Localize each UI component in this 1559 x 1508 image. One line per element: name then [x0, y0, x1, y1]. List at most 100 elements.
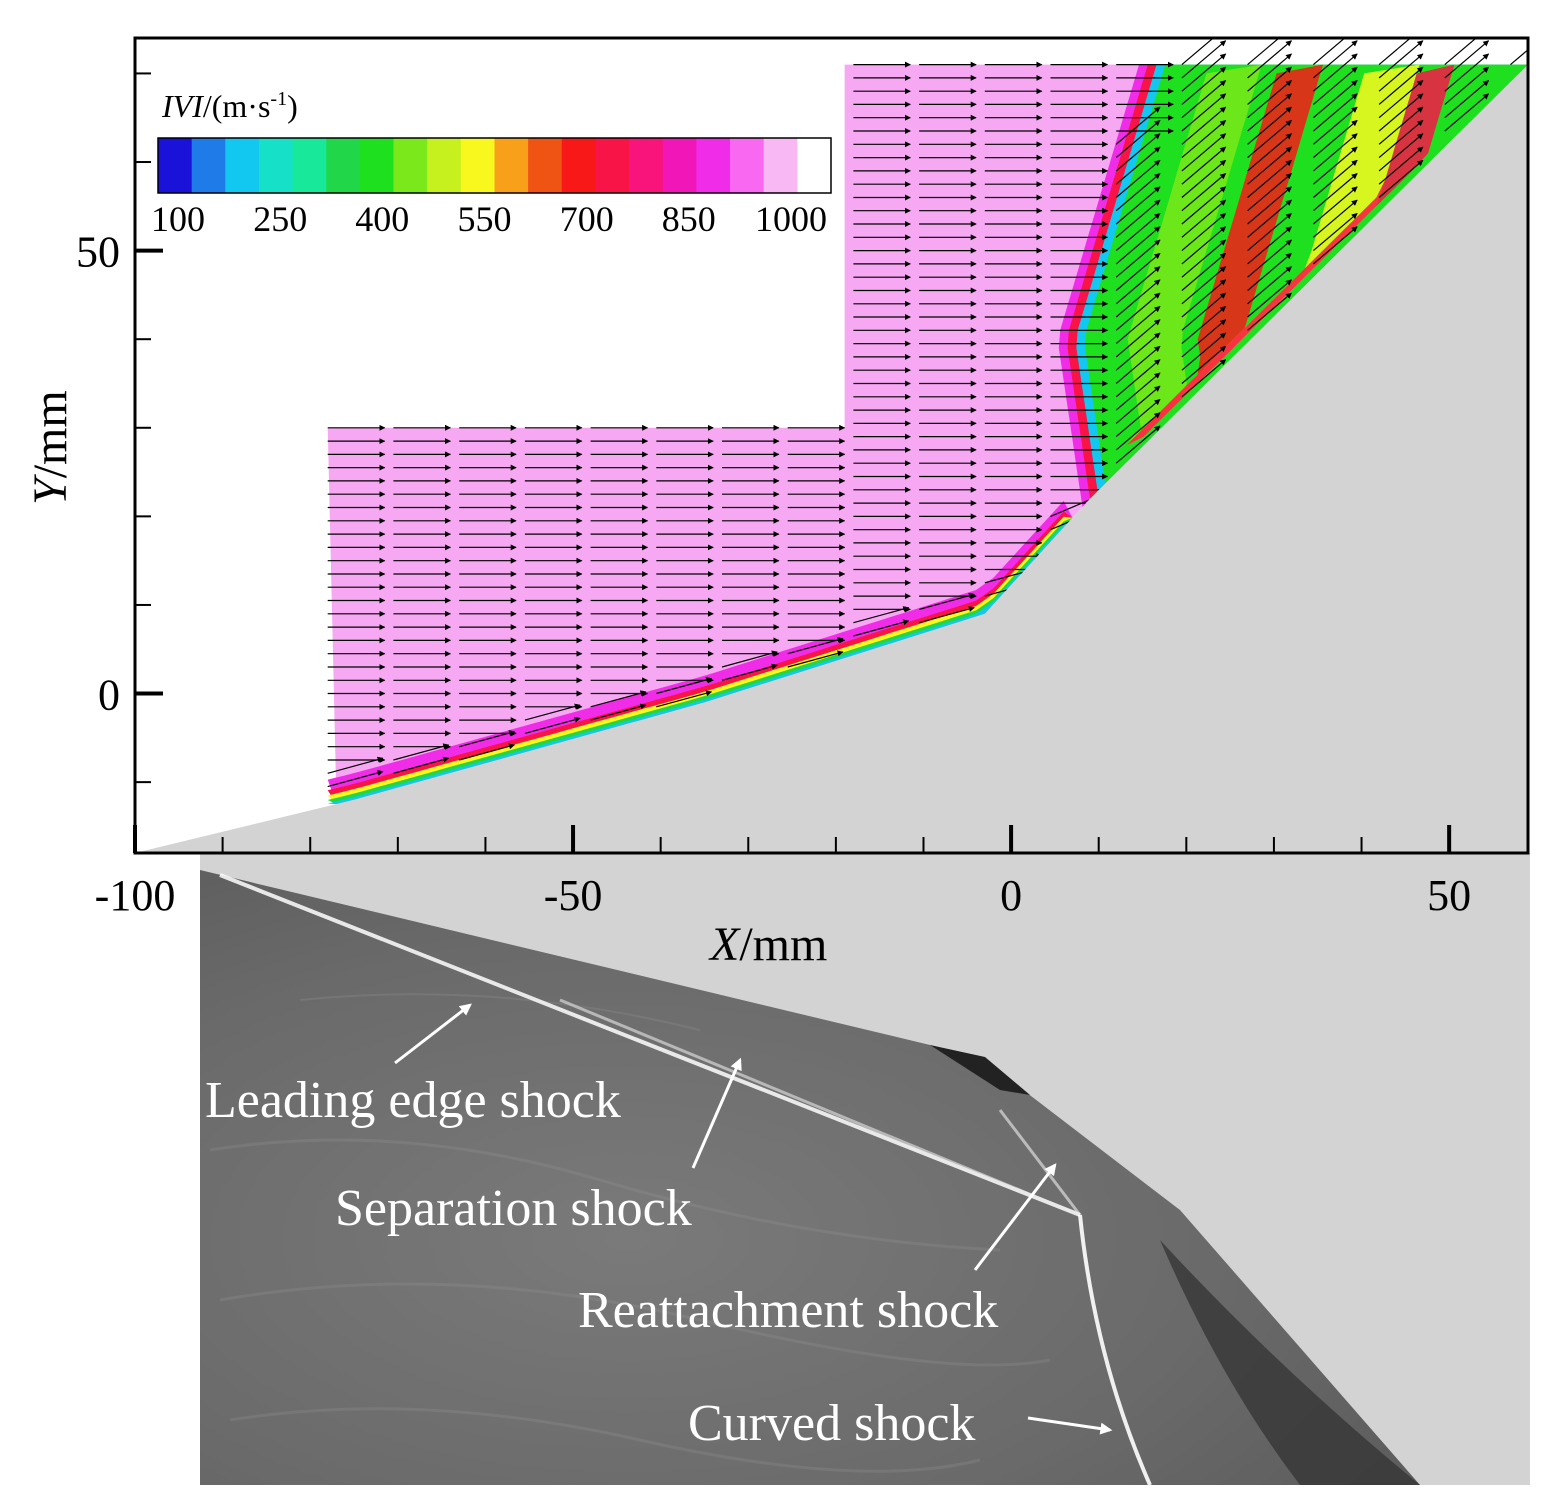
- velocity-vector: [1181, 305, 1227, 345]
- velocity-vector: [1378, 93, 1424, 132]
- velocity-vector: [1247, 53, 1292, 92]
- colorbar-swatch: [427, 138, 462, 193]
- velocity-vector: [1115, 372, 1161, 411]
- colorbar-swatch: [326, 138, 361, 193]
- velocity-vector: [1181, 159, 1227, 198]
- velocity-vector: [1115, 398, 1161, 438]
- velocity-vector: [1247, 159, 1292, 198]
- label-separation-shock: Separation shock: [335, 1180, 692, 1237]
- colorbar-unit: /(m·s: [203, 88, 271, 124]
- velocity-vector: [1313, 199, 1358, 238]
- colorbar-swatch: [158, 138, 193, 193]
- curved-shock-line: [1078, 1214, 1152, 1486]
- velocity-vector: [1181, 66, 1227, 105]
- velocity-vector: [1115, 385, 1161, 424]
- velocity-vector: [1247, 106, 1292, 145]
- velocity-vector: [1181, 186, 1227, 225]
- velocity-vector: [1181, 106, 1227, 145]
- colorbar-swatch: [763, 138, 798, 193]
- velocity-vector: [721, 663, 778, 681]
- velocity-vector: [1313, 119, 1358, 159]
- velocity-vector: [1181, 345, 1227, 384]
- velocity-vector: [1247, 80, 1292, 119]
- velocity-vector: [1247, 38, 1280, 66]
- velocity-vector: [1181, 359, 1227, 398]
- boundary-layer-band: [327, 511, 1073, 805]
- velocity-vector: [1378, 119, 1424, 159]
- label-curved-shock: Curved shock: [688, 1395, 975, 1452]
- colorbar-swatch: [662, 138, 697, 193]
- velocity-vector: [1181, 80, 1227, 119]
- velocity-vector: [1378, 38, 1412, 66]
- colorbar-swatch: [393, 138, 428, 193]
- velocity-vector: [1378, 80, 1424, 119]
- velocity-vector: [1378, 146, 1424, 185]
- label-leading-edge-shock: Leading edge shock: [205, 1072, 621, 1129]
- velocity-vector: [1313, 173, 1358, 212]
- colorbar-tick-label: 1000: [755, 199, 827, 239]
- velocity-vector: [1313, 106, 1358, 145]
- velocity-vector: [1115, 252, 1161, 291]
- velocity-vector: [1313, 38, 1346, 66]
- velocity-vector: [1181, 212, 1227, 252]
- velocity-vector: [1181, 173, 1227, 212]
- velocity-vector: [1313, 93, 1358, 132]
- velocity-vector: [524, 703, 581, 721]
- velocity-vector: [1115, 292, 1161, 331]
- velocity-vector: [1378, 159, 1424, 198]
- velocity-vector: [1181, 279, 1227, 318]
- colorbar-swatch: [292, 138, 327, 193]
- velocity-vectors: [327, 38, 1528, 788]
- velocity-vector: [1115, 146, 1161, 185]
- velocity-vector: [1115, 345, 1161, 384]
- velocity-vector: [393, 756, 450, 774]
- velocity-vector: [1247, 40, 1292, 79]
- velocity-vector: [524, 716, 581, 734]
- velocity-vector: [1247, 239, 1292, 278]
- velocity-vector: [590, 703, 647, 721]
- velocity-vector: [918, 606, 975, 624]
- velocity-vector: [1115, 425, 1161, 464]
- velocity-vector: [1181, 53, 1227, 92]
- velocity-vector: [393, 743, 450, 761]
- velocity-vector: [1181, 266, 1227, 305]
- velocity-vector: [1181, 40, 1227, 79]
- velocity-vector: [1247, 212, 1292, 252]
- velocity-vector: [1181, 133, 1227, 172]
- velocity-vector: [1247, 186, 1292, 225]
- colorbar-swatch: [258, 138, 293, 193]
- velocity-vector: [1115, 106, 1161, 145]
- velocity-vector: [459, 743, 515, 761]
- separation-shock-line: [559, 998, 1081, 1217]
- wedge-model: [135, 64, 1528, 854]
- velocity-vector: [1247, 252, 1292, 291]
- velocity-vector: [918, 592, 975, 610]
- y-axis: 0 50: [76, 72, 163, 784]
- colorbar-tick-label: 400: [355, 199, 409, 239]
- y-tick-label: 50: [76, 228, 120, 277]
- velocity-vector: [1181, 199, 1227, 238]
- velocity-vector: [1444, 38, 1478, 66]
- y-tick-label: 0: [98, 671, 120, 720]
- ramp-boundary-dark: [1160, 1240, 1420, 1485]
- ramp-corner-dark: [930, 1045, 1030, 1095]
- velocity-vector: [1313, 80, 1358, 119]
- schlieren-flow-region: [200, 870, 1420, 1485]
- velocity-vector: [1115, 186, 1161, 225]
- x-axis-title: X/mm: [708, 918, 827, 971]
- velocity-vector: [1247, 66, 1292, 105]
- velocity-vector: [1115, 412, 1161, 451]
- colorbar-tick-label: 100: [151, 199, 205, 239]
- x-tick-label: -100: [95, 871, 176, 920]
- velocity-vector: [1444, 93, 1490, 132]
- velocity-vector: [1247, 199, 1292, 238]
- colorbar-swatch: [797, 138, 832, 193]
- velocity-vector: [1313, 53, 1358, 92]
- colorbar-swatch: [595, 138, 630, 193]
- velocity-vector: [1115, 319, 1161, 358]
- velocity-contour: [327, 64, 1528, 805]
- velocity-vector: [1444, 80, 1490, 119]
- colorbar-swatch: [359, 138, 394, 193]
- velocity-vector: [1313, 133, 1358, 172]
- velocity-vector: [1247, 292, 1292, 331]
